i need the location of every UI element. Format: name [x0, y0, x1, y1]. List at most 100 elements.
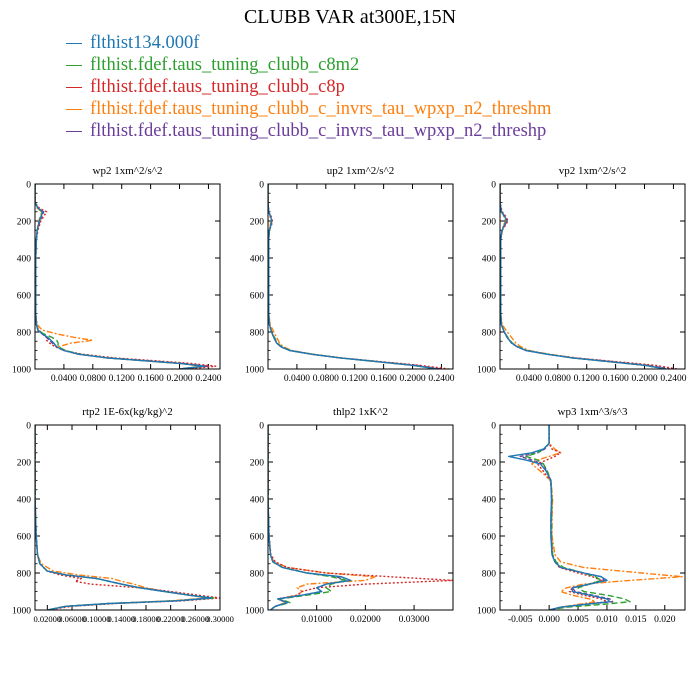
- y-tick-label: 1000: [477, 366, 496, 376]
- x-tick-label: 0.26000: [182, 614, 210, 624]
- series-line: [35, 425, 212, 610]
- x-tick-label: 0.10000: [83, 614, 111, 624]
- series-line: [519, 425, 614, 610]
- series-line: [500, 184, 670, 369]
- series-line: [508, 425, 611, 610]
- panel-title: wp3 1xm^3/s^3: [558, 406, 628, 418]
- x-tick-label: 0.1600: [603, 374, 629, 384]
- y-tick-label: 200: [250, 459, 265, 469]
- x-tick-label: 0.000: [538, 615, 560, 625]
- y-tick-label: 400: [482, 496, 497, 506]
- panel-title: rtp2 1E-6x(kg/kg)^2: [82, 406, 172, 418]
- figure-title: CLUBB VAR at300E,15N: [243, 6, 457, 28]
- panel-frame: [499, 183, 686, 370]
- legend-entry: flthist.fdef.taus_tuning_clubb_c8p: [66, 76, 551, 98]
- x-tick-label: 0.2400: [428, 374, 454, 384]
- x-tick-label: 0.005: [567, 615, 589, 625]
- legend-label: flthist.fdef.taus_tuning_clubb_c_invrs_t…: [90, 120, 547, 141]
- x-tick-label: 0.2000: [631, 374, 657, 384]
- legend-entry: flthist.fdef.taus_tuning_clubb_c_invrs_t…: [66, 120, 551, 142]
- series-line: [500, 184, 667, 369]
- series-line: [268, 425, 352, 610]
- series-line: [35, 184, 202, 369]
- x-tick-label: 0.1200: [342, 374, 368, 384]
- x-tick-label: 0.14000: [108, 614, 136, 624]
- series-line: [268, 425, 453, 610]
- y-tick-label: 0: [26, 181, 31, 191]
- series-line: [268, 425, 347, 610]
- x-tick-label: 0.06000: [58, 614, 86, 624]
- x-tick-label: 0.01000: [301, 615, 332, 625]
- y-tick-label: 600: [17, 533, 32, 543]
- y-tick-label: 800: [250, 329, 265, 339]
- y-tick-label: 600: [250, 292, 265, 302]
- x-tick-label: 0.0400: [516, 374, 542, 384]
- panel-title: wp2 1xm^2/s^2: [93, 165, 163, 177]
- x-tick-label: 0.2400: [195, 374, 221, 384]
- series-line: [268, 184, 449, 369]
- y-tick-label: 800: [482, 570, 497, 580]
- y-tick-label: 200: [482, 459, 497, 469]
- x-tick-label: 0.1600: [371, 374, 397, 384]
- y-tick-label: 1000: [12, 607, 31, 617]
- y-tick-label: 1000: [245, 366, 264, 376]
- series-line: [500, 184, 678, 369]
- panel-frame: [499, 424, 686, 611]
- y-tick-label: 800: [17, 570, 32, 580]
- x-tick-label: 0.18000: [132, 614, 160, 624]
- y-tick-label: 800: [482, 329, 497, 339]
- legend-label: flthist.fdef.taus_tuning_clubb_c8m2: [90, 54, 360, 75]
- y-tick-label: 200: [17, 218, 32, 228]
- legend-label: flthist.fdef.taus_tuning_clubb_c8p: [90, 76, 345, 97]
- series-line: [500, 184, 667, 369]
- y-tick-label: 600: [250, 533, 265, 543]
- y-tick-label: 0: [26, 422, 31, 432]
- panel-frame: [34, 424, 221, 611]
- series-line: [35, 425, 214, 610]
- x-tick-label: 0.03000: [399, 615, 430, 625]
- series-line: [268, 184, 438, 369]
- x-tick-label: 0.2000: [399, 374, 425, 384]
- y-tick-label: 1000: [477, 607, 496, 617]
- y-tick-label: 600: [482, 533, 497, 543]
- x-tick-label: 0.22000: [157, 614, 185, 624]
- series-line: [268, 184, 442, 369]
- series-line: [268, 184, 438, 369]
- legend-entry: flthist.fdef.taus_tuning_clubb_c_invrs_t…: [66, 98, 551, 120]
- x-tick-label: -0.005: [508, 615, 533, 625]
- y-tick-label: 800: [250, 570, 265, 580]
- legend-swatch: [66, 64, 82, 66]
- series-line: [268, 425, 376, 610]
- panel-title: up2 1xm^2/s^2: [327, 165, 394, 177]
- y-tick-label: 200: [482, 218, 497, 228]
- legend-swatch: [66, 86, 82, 88]
- panel-frame: [267, 424, 454, 611]
- legend-label: flthist.fdef.taus_tuning_clubb_c_invrs_t…: [90, 98, 552, 119]
- y-tick-label: 0: [491, 422, 496, 432]
- x-tick-label: 0.0400: [284, 374, 310, 384]
- x-tick-label: 0.2000: [166, 374, 192, 384]
- y-tick-label: 400: [17, 496, 32, 506]
- x-tick-label: 0.2400: [660, 374, 686, 384]
- series-line: [268, 184, 438, 369]
- legend-swatch: [66, 42, 82, 44]
- legend-swatch: [66, 108, 82, 110]
- series-line: [35, 184, 210, 369]
- panel-title: vp2 1xm^2/s^2: [559, 165, 626, 177]
- x-tick-label: 0.0800: [545, 374, 571, 384]
- series-line: [268, 425, 347, 610]
- panel-title: thlp2 1xK^2: [333, 406, 388, 418]
- y-tick-label: 0: [259, 181, 264, 191]
- x-tick-label: 0.02000: [34, 614, 62, 624]
- series-line: [35, 425, 215, 610]
- y-tick-label: 1000: [245, 607, 264, 617]
- legend-swatch: [66, 130, 82, 132]
- y-tick-label: 400: [250, 496, 265, 506]
- x-tick-label: 0.020: [654, 615, 676, 625]
- y-tick-label: 1000: [12, 366, 31, 376]
- x-tick-label: 0.02000: [350, 615, 381, 625]
- y-tick-label: 400: [17, 255, 32, 265]
- panel-frame: [267, 183, 454, 370]
- x-tick-label: 0.1200: [109, 374, 135, 384]
- x-tick-label: 0.0800: [313, 374, 339, 384]
